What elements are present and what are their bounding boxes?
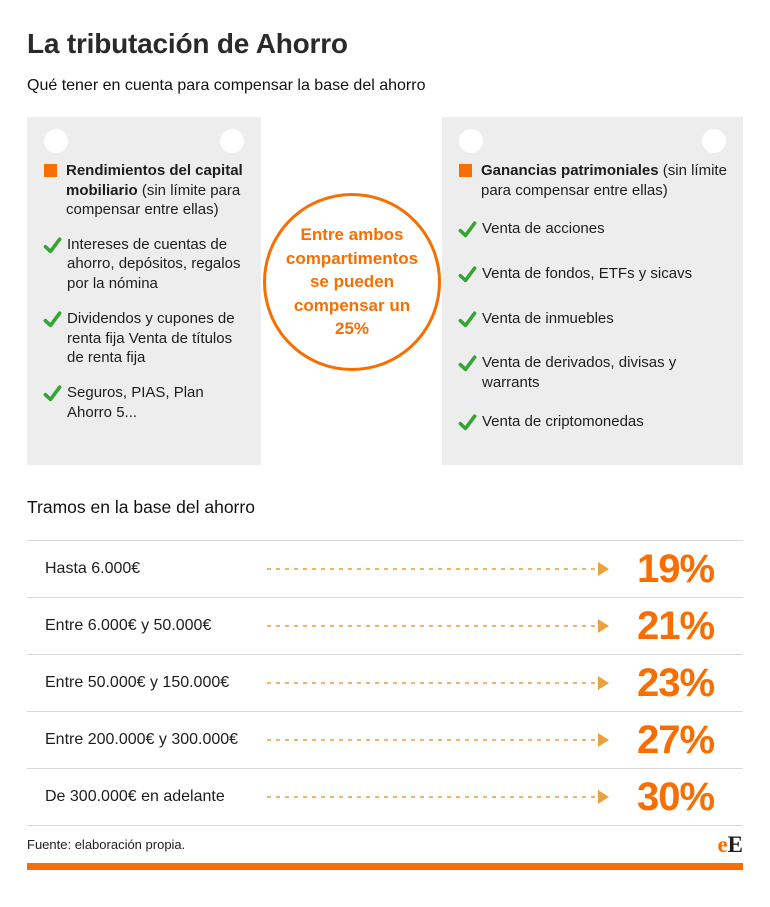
list-item: Venta de derivados, divisas y warrants [458, 353, 727, 393]
table-row: Entre 6.000€ y 50.000€ 21% [27, 597, 743, 654]
list-item: Dividendos y cupones de renta fija Venta… [43, 309, 245, 368]
check-icon [458, 413, 482, 438]
bracket-label: De 300.000€ en adelante [45, 788, 225, 805]
bracket-rate: 21% [637, 603, 715, 648]
bracket-rate: 27% [637, 717, 715, 762]
check-icon [43, 310, 67, 368]
panel-heading: Rendimientos del capital mobiliario (sin… [43, 161, 245, 220]
compensation-panels: Rendimientos del capital mobiliario (sin… [27, 117, 743, 465]
tramos-table: Hasta 6.000€ 19% Entre 6.000€ y 50.000€ … [27, 540, 743, 826]
compensation-circle-text: Entre ambos compartimentos se pueden com… [285, 225, 419, 339]
ee-logo-E: E [727, 832, 743, 857]
bracket-rate: 23% [637, 660, 715, 705]
panel-heading-rest: (sin límite para compensar entre ellas) [66, 181, 241, 219]
dashed-line [267, 682, 597, 684]
page-subtitle: Qué tener en cuenta para compensar la ba… [27, 77, 426, 94]
section-title-tramos: Tramos en la base del ahorro [27, 497, 255, 517]
compensation-circle: Entre ambos compartimentos se pueden com… [263, 193, 441, 371]
infographic-savings-taxation: La tributación de Ahorro Qué tener en cu… [0, 28, 770, 907]
arrow-head-icon [598, 619, 609, 633]
list-item: Seguros, PIAS, Plan Ahorro 5... [43, 383, 245, 423]
check-icon [43, 384, 67, 423]
list-item-text: Seguros, PIAS, Plan Ahorro 5... [67, 384, 204, 422]
panel-heading-rest: (sin límite para compensar entre ellas) [481, 162, 727, 199]
check-icon [458, 265, 482, 290]
ee-logo-e: e [717, 832, 728, 857]
list-item: Intereses de cuentas de ahorro, depósito… [43, 235, 245, 294]
dashed-arrow [267, 619, 609, 633]
dashed-arrow [267, 562, 609, 576]
panel-heading: Ganancias patrimoniales (sin límite para… [458, 161, 727, 200]
list-item-text: Dividendos y cupones de renta fija Venta… [67, 309, 235, 367]
list-item-text: Venta de acciones [482, 220, 605, 237]
bracket-label: Hasta 6.000€ [45, 560, 141, 577]
ee-logo: eE [717, 833, 743, 856]
panel-heading-bold: Rendimientos del capital mobiliario [66, 162, 243, 199]
panel-heading-text: Rendimientos del capital mobiliario (sin… [66, 161, 245, 220]
bottom-accent-bar [27, 863, 743, 870]
list-item: Venta de acciones [458, 219, 727, 245]
panel-heading-text: Ganancias patrimoniales (sin límite para… [481, 161, 727, 200]
panel-capital-income: Rendimientos del capital mobiliario (sin… [27, 117, 261, 465]
arrow-head-icon [598, 676, 609, 690]
punch-hole-icon [220, 129, 244, 153]
list-item-text: Venta de fondos, ETFs y sicavs [482, 264, 693, 282]
dashed-arrow [267, 790, 609, 804]
check-icon [458, 220, 482, 245]
list-item-text: Intereses de cuentas de ahorro, depósito… [67, 235, 241, 293]
list-item-text: Venta de derivados, divisas y warrants [482, 354, 677, 392]
list-item: Venta de inmuebles [458, 309, 727, 335]
dashed-line [267, 739, 597, 741]
dashed-line [267, 796, 597, 798]
bracket-label: Entre 6.000€ y 50.000€ [45, 617, 212, 634]
bracket-rate: 19% [637, 546, 715, 591]
orange-square-bullet-icon [44, 164, 57, 177]
arrow-head-icon [598, 790, 609, 804]
dashed-line [267, 568, 597, 570]
check-icon [458, 354, 482, 393]
table-row: Entre 50.000€ y 150.000€ 23% [27, 654, 743, 711]
list-item-text: Venta de criptomonedas [482, 412, 644, 430]
source-text: Fuente: elaboración propia. [27, 837, 186, 852]
list-item-text: Venta de inmuebles [482, 309, 614, 327]
footer: Fuente: elaboración propia. eE [27, 826, 743, 863]
check-icon [458, 310, 482, 335]
table-row: Entre 200.000€ y 300.000€ 27% [27, 711, 743, 768]
dashed-arrow [267, 676, 609, 690]
punch-hole-icon [702, 129, 726, 153]
arrow-head-icon [598, 733, 609, 747]
dashed-line [267, 625, 597, 627]
punch-hole-icon [459, 129, 483, 153]
dashed-arrow [267, 733, 609, 747]
bracket-label: Entre 200.000€ y 300.000€ [45, 731, 239, 748]
panel-capital-gains: Ganancias patrimoniales (sin límite para… [442, 117, 743, 465]
bracket-rate: 30% [637, 774, 715, 819]
orange-square-bullet-icon [459, 164, 472, 177]
page-title: La tributación de Ahorro [27, 28, 348, 59]
arrow-head-icon [598, 562, 609, 576]
check-icon [43, 236, 67, 294]
punch-hole-icon [44, 129, 68, 153]
list-item: Venta de fondos, ETFs y sicavs [458, 264, 727, 290]
bracket-label: Entre 50.000€ y 150.000€ [45, 674, 230, 691]
table-row: De 300.000€ en adelante 30% [27, 768, 743, 825]
panel-heading-bold: Ganancias patrimoniales [481, 162, 659, 179]
table-row: Hasta 6.000€ 19% [27, 540, 743, 597]
list-item: Venta de criptomonedas [458, 412, 727, 438]
